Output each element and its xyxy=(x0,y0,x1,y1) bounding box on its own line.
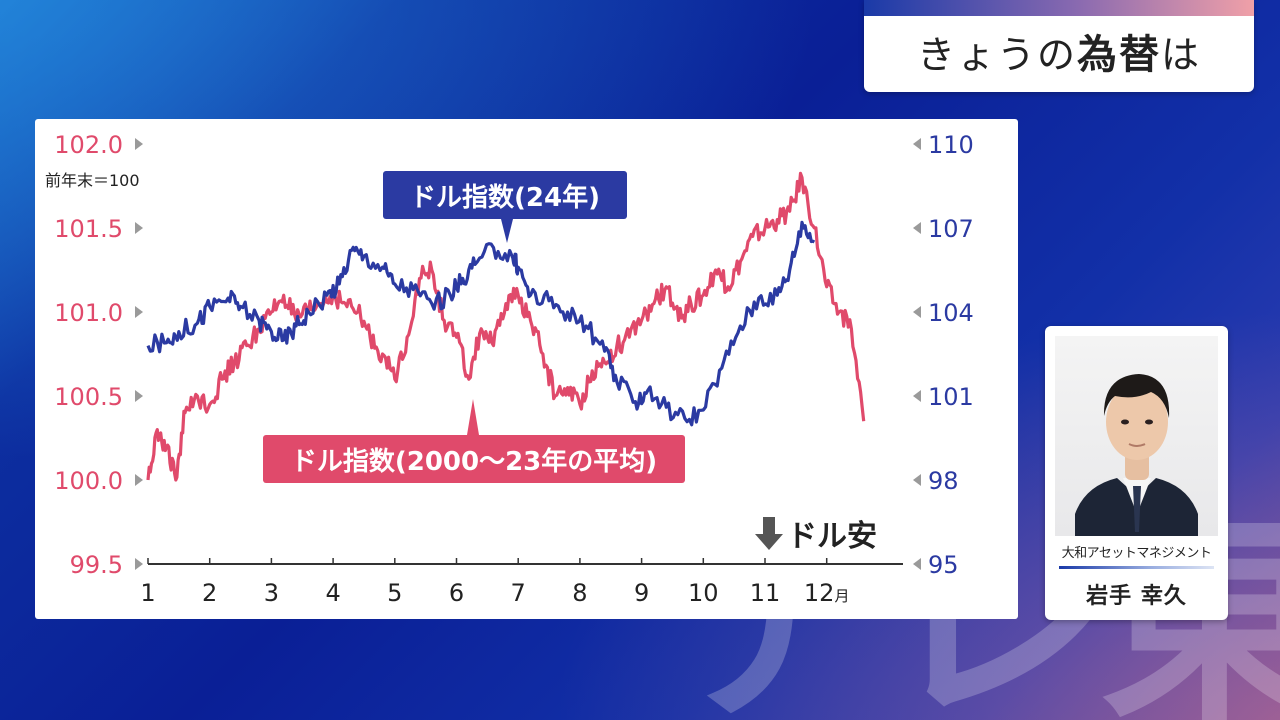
series-line-2024 xyxy=(146,220,816,427)
right-tick-arrow xyxy=(913,390,921,402)
left-tick-arrow xyxy=(135,306,143,318)
left-axis-tick-label: 100.5 xyxy=(54,383,123,411)
right-tick-arrow xyxy=(913,306,921,318)
x-axis-tick-label: 5 xyxy=(387,579,402,607)
label-pointer-2024 xyxy=(501,219,513,243)
page-title: きょうの為替は xyxy=(864,22,1254,80)
right-axis-tick-label: 110 xyxy=(928,131,974,159)
left-axis-tick-label: 100.0 xyxy=(54,467,123,495)
left-tick-arrow xyxy=(135,474,143,486)
left-axis-tick-label: 99.5 xyxy=(70,551,123,579)
right-tick-arrow xyxy=(913,474,921,486)
title-prefix: きょうの xyxy=(916,33,1077,77)
x-axis-tick-label: 3 xyxy=(264,579,279,607)
company-underline xyxy=(1059,566,1214,569)
left-axis-tick-label: 101.5 xyxy=(54,215,123,243)
left-tick-arrow xyxy=(135,138,143,150)
x-axis-tick-label: 7 xyxy=(511,579,526,607)
x-axis-tick-label: 1 xyxy=(140,579,155,607)
left-axis-tick-label: 102.0 xyxy=(54,131,123,159)
title-box: きょうの為替は xyxy=(864,0,1254,92)
x-axis-month-suffix: 月 xyxy=(834,587,849,605)
down-arrow-icon xyxy=(755,517,783,550)
x-axis-tick-label: 8 xyxy=(572,579,587,607)
label-box-average xyxy=(263,435,685,483)
right-axis-tick-label: 95 xyxy=(928,551,959,579)
right-tick-arrow xyxy=(913,138,921,150)
annotation-dollar-weak: ドル安 xyxy=(787,519,877,554)
x-axis-tick-label: 12月 xyxy=(804,579,850,607)
right-axis-tick-label: 101 xyxy=(928,383,974,411)
x-axis-tick-label: 11 xyxy=(750,579,781,607)
presenter-photo xyxy=(1055,336,1218,536)
x-axis-tick-label: 9 xyxy=(634,579,649,607)
right-axis-tick-label: 107 xyxy=(928,215,974,243)
label-box-2024 xyxy=(383,171,627,219)
x-axis-tick-label: 2 xyxy=(202,579,217,607)
left-axis-tick-label: 101.0 xyxy=(54,299,123,327)
presenter-name: 岩手 幸久 xyxy=(1086,584,1187,609)
x-axis-tick-label: 10 xyxy=(688,579,719,607)
left-tick-arrow xyxy=(135,390,143,402)
right-axis-tick-label: 104 xyxy=(928,299,974,327)
label-pointer-average xyxy=(467,399,479,435)
left-tick-arrow xyxy=(135,222,143,234)
right-tick-arrow xyxy=(913,222,921,234)
series-label-average: ドル指数(2000〜23年の平均) xyxy=(291,446,657,477)
unit-note: 前年末＝100 xyxy=(45,171,140,190)
series-label-2024: ドル指数(24年) xyxy=(410,182,600,213)
chart-panel: 102.0 101.5 101.0 100.5 100.0 99.5 110 107 104 10… xyxy=(35,119,1018,619)
title-accent-bar xyxy=(864,0,1254,16)
right-axis-tick-label: 98 xyxy=(928,467,959,495)
presenter-company: 大和アセットマネジメント xyxy=(1061,546,1212,561)
left-tick-arrow xyxy=(135,558,143,570)
right-tick-arrow xyxy=(913,558,921,570)
series-line-2000-2023-average xyxy=(146,171,866,482)
presenter-card: 大和アセットマネジメント 岩手 幸久 xyxy=(1045,326,1228,620)
title-bold: 為替 xyxy=(1077,32,1161,78)
x-axis-tick-label: 4 xyxy=(325,579,340,607)
x-axis-tick-label: 6 xyxy=(449,579,464,607)
title-suffix: は xyxy=(1161,33,1202,77)
dollar-index-chart: 102.0101.5101.0100.5100.099.511010710410… xyxy=(45,131,974,607)
